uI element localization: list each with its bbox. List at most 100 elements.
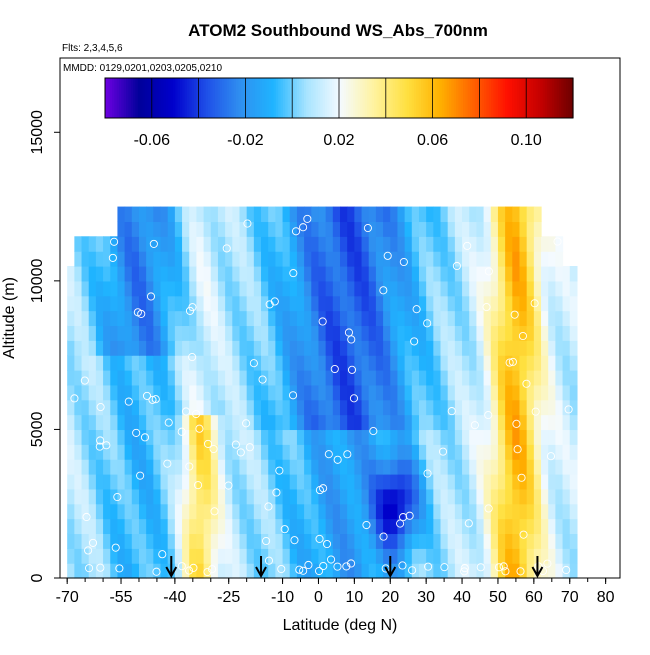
colorbar-swatch	[264, 78, 268, 118]
heat-cell	[210, 355, 219, 371]
heat-cell	[182, 370, 190, 386]
heat-cell	[490, 355, 499, 371]
heat-cell	[275, 236, 284, 252]
heat-cell	[153, 548, 162, 564]
heat-cell	[512, 474, 521, 490]
heat-cell	[225, 488, 233, 505]
heat-cell	[88, 459, 97, 475]
colorbar-swatch	[493, 78, 497, 118]
heat-cell	[375, 355, 384, 371]
heat-cell	[225, 236, 233, 252]
sample-marker	[476, 563, 485, 572]
heat-cell	[347, 325, 355, 341]
heat-cell	[526, 370, 535, 386]
heat-cell	[182, 280, 190, 297]
heat-cell	[296, 370, 305, 386]
heat-cell	[189, 206, 198, 223]
heat-cell	[483, 474, 492, 490]
heat-cell	[462, 518, 470, 535]
heat-cell	[340, 266, 348, 282]
heat-cell	[131, 310, 140, 327]
colorbar-swatch	[533, 78, 537, 118]
colorbar-swatch	[563, 78, 567, 118]
heat-cell	[282, 325, 291, 341]
heat-cell	[490, 474, 499, 490]
heat-cell	[124, 444, 133, 460]
heat-cell	[304, 459, 312, 475]
heat-cell	[433, 459, 442, 475]
colorbar-swatch	[491, 78, 495, 118]
heat-cell	[81, 503, 90, 520]
heat-cell	[340, 355, 348, 371]
heat-cell	[304, 488, 312, 505]
heat-cell	[562, 310, 571, 327]
heat-cell	[138, 444, 147, 460]
colorbar-swatch	[463, 78, 466, 118]
heat-cell	[569, 266, 578, 282]
heat-cell	[318, 444, 327, 460]
heat-cell	[67, 474, 75, 490]
heat-cell	[225, 370, 233, 386]
heat-cell	[411, 429, 420, 445]
heat-cell	[411, 266, 420, 282]
heat-cell	[67, 563, 75, 579]
heat-cell	[95, 444, 104, 460]
heat-cell	[454, 474, 463, 490]
heat-cell	[447, 206, 456, 223]
heat-cell	[318, 384, 327, 401]
heat-cell	[232, 444, 241, 460]
heat-cell	[332, 251, 341, 267]
heat-cell	[124, 206, 133, 223]
heat-cell	[440, 459, 449, 475]
heat-cell	[189, 548, 198, 564]
heat-cell	[160, 414, 169, 431]
heat-cell	[340, 414, 348, 431]
heat-cell	[74, 429, 83, 445]
heat-cell	[225, 518, 233, 535]
heat-cell	[569, 325, 578, 341]
heat-cell	[397, 488, 406, 505]
heat-cell	[340, 295, 348, 312]
colorbar-swatch	[453, 78, 457, 118]
heat-cell	[196, 548, 205, 564]
colorbar-swatch	[507, 78, 511, 118]
heat-cell	[289, 221, 298, 237]
heat-cell	[332, 444, 341, 460]
heat-cell	[404, 399, 413, 416]
heat-cell	[541, 325, 549, 341]
heat-cell	[533, 503, 542, 520]
heat-cell	[239, 355, 248, 371]
colorbar-swatch	[261, 78, 265, 118]
heat-cell	[347, 355, 355, 371]
heat-cell	[203, 206, 212, 223]
heat-cell	[124, 280, 133, 297]
sample-marker	[132, 428, 141, 437]
x-tick-label: -70	[56, 589, 79, 606]
heat-cell	[469, 503, 478, 520]
heat-cell	[404, 206, 413, 223]
heat-cell	[174, 236, 183, 252]
flights-label: Flts: 2,3,4,5,6	[62, 43, 123, 54]
sample-marker	[423, 469, 432, 478]
heat-cell	[253, 488, 262, 505]
heat-cell	[217, 340, 226, 356]
heat-cell	[304, 355, 312, 371]
heat-cell	[246, 280, 255, 297]
heat-cell	[261, 518, 269, 535]
heat-cell	[347, 518, 355, 535]
heat-cell	[131, 251, 140, 267]
heat-cell	[454, 488, 463, 505]
heat-cell	[418, 414, 427, 431]
heat-cell	[404, 310, 413, 327]
heat-cell	[325, 474, 334, 490]
heat-cell	[390, 355, 399, 371]
sample-marker	[262, 536, 271, 546]
heat-cell	[505, 266, 513, 282]
heat-cell	[397, 340, 406, 356]
heat-cell	[167, 503, 176, 520]
heat-cell	[124, 370, 133, 386]
heat-cell	[246, 384, 255, 401]
chart-title: ATOM2 Southbound WS_Abs_700nm	[188, 21, 488, 40]
heat-cell	[182, 310, 190, 327]
heat-cell	[411, 488, 420, 505]
